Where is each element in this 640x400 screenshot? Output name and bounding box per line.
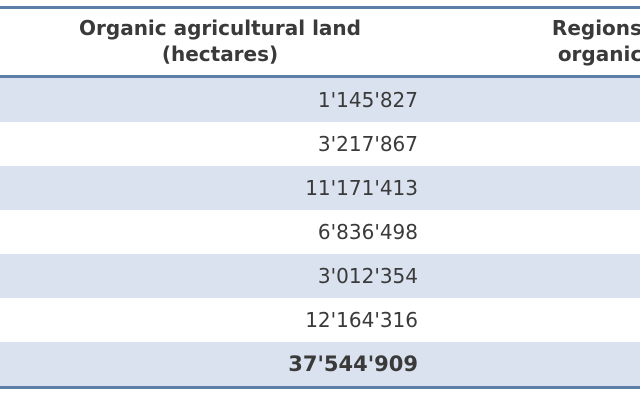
column-header-regions-line1: Regions' (551, 16, 640, 40)
column-header-regions: Regions' organic (500, 15, 640, 67)
hectares-value: 12'164'316 (305, 308, 418, 332)
total-row: 37'544'909 (0, 342, 640, 386)
table-row: 1'145'827 (0, 78, 640, 122)
total-hectares-value: 37'544'909 (288, 352, 418, 376)
column-header-organic-land: Organic agricultural land (hectares) (0, 15, 440, 67)
hectares-value: 6'836'498 (317, 220, 418, 244)
table-row: 6'836'498 (0, 210, 640, 254)
hectares-value: 11'171'413 (305, 176, 418, 200)
hectares-value: 3'217'867 (317, 132, 418, 156)
hectares-value: 3'012'354 (317, 264, 418, 288)
table-bottom-rule (0, 386, 640, 389)
table-row: 11'171'413 (0, 166, 640, 210)
table-body: 1'145'827 3'217'867 11'171'413 6'836'498… (0, 78, 640, 386)
table-top-rule (0, 6, 640, 9)
header-rule (0, 75, 640, 78)
column-header-regions-line2: organic (557, 42, 640, 66)
table-header: Organic agricultural land (hectares) Reg… (0, 9, 640, 75)
table-row: 12'164'316 (0, 298, 640, 342)
column-header-organic-land-line1: Organic agricultural land (79, 16, 361, 40)
hectares-value: 1'145'827 (317, 88, 418, 112)
column-header-organic-land-line2: (hectares) (161, 42, 279, 66)
table-row: 3'217'867 (0, 122, 640, 166)
table-row: 3'012'354 (0, 254, 640, 298)
